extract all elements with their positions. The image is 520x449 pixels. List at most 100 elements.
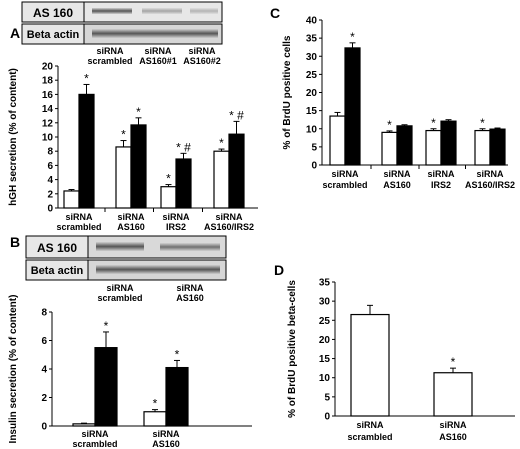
x-category-label: siRNA [383, 169, 411, 179]
y-tick-label: 6 [47, 161, 53, 172]
x-category-label: scrambled [347, 432, 392, 442]
blot-b-top-label-bg [25, 235, 89, 259]
blot-b-lane-label-1b: scrambled [97, 293, 142, 303]
x-category-label: AS160/IRS2 [204, 222, 254, 232]
y-tick-label: 25 [306, 70, 318, 81]
x-category-label: siRNA [162, 212, 190, 222]
blot-b-bottom-band [96, 265, 220, 274]
x-category-label: siRNA [439, 420, 467, 430]
y-tick-label: 30 [306, 52, 318, 63]
y-tick-label: 12 [42, 118, 54, 129]
y-axis-label: % of BrdU positive beta-cells [287, 280, 298, 418]
chart-panel-c: 0 5 10 15 20 25 30 35 40 % of BrdU positive cells… [282, 16, 515, 191]
y-tick-label: 0 [311, 161, 317, 172]
x-category-label: IRS2 [431, 180, 451, 190]
blot-a-top-label: AS 160 [33, 6, 73, 20]
chart-panel-a: 0 2 4 6 8 10 12 14 16 18 20 hGH secretion (% of con… [8, 62, 258, 232]
blot-b-lane-label-2a: siRNA [176, 283, 204, 293]
blot-a: AS 160 Beta actin siRNA scrambled siRNA … [21, 1, 223, 66]
y-tick-label: 2 [41, 393, 47, 404]
blot-a-bottom-label-bg [21, 23, 85, 45]
y-tick-label: 16 [42, 90, 54, 101]
bar [115, 146, 132, 209]
blot-a-top-band [92, 8, 132, 14]
blot-b-lane-label-1a: siRNA [106, 283, 134, 293]
y-tick-label: 15 [319, 354, 331, 365]
x-category-label: siRNA [331, 169, 359, 179]
x-category-label: AS160 [383, 180, 411, 190]
chart-panel-b: 0 2 4 6 8 Insulin secretion (% of content) siR… [8, 295, 252, 449]
x-category-label: siRNA [356, 420, 384, 430]
significance-mark: * [121, 128, 126, 142]
bar [228, 133, 245, 209]
significance-mark: * [175, 347, 180, 361]
x-category-label: siRNA [427, 169, 455, 179]
blot-a-top-band [142, 8, 182, 14]
y-tick-label: 20 [319, 335, 331, 346]
bar [396, 125, 413, 166]
y-tick-label: 25 [319, 316, 331, 327]
bar [94, 347, 118, 427]
y-tick-label: 30 [319, 297, 331, 308]
blot-a-bottom-label: Beta actin [27, 29, 80, 41]
significance-mark: * [166, 172, 171, 186]
significance-mark: * [153, 397, 158, 411]
y-tick-label: 10 [42, 133, 54, 144]
blot-b-lane-label-2b: AS160 [176, 293, 204, 303]
bar [433, 372, 473, 417]
significance-mark: * [104, 319, 109, 333]
y-axis-label: hGH secretion (% of content) [8, 68, 19, 206]
x-category-label: AS160/IRS2 [465, 180, 515, 190]
bar [130, 124, 147, 209]
x-category-label: siRNA [117, 212, 145, 222]
bar [381, 131, 398, 166]
bar [78, 93, 95, 209]
blot-a-bottom-band [92, 29, 218, 38]
blot-a-lane-label-1b: scrambled [87, 56, 132, 66]
bar [165, 366, 189, 427]
y-tick-label: 18 [42, 76, 54, 87]
significance-mark: * [387, 118, 392, 132]
y-tick-label: 40 [306, 16, 318, 27]
bar [425, 129, 442, 166]
panel-label-b: B [10, 234, 20, 250]
bar [474, 129, 491, 166]
blot-a-lane-label-2b: AS160#1 [139, 56, 177, 66]
y-tick-label: 10 [319, 373, 331, 384]
panel-label-a: A [10, 25, 20, 41]
bar [350, 313, 390, 417]
y-axis-label: Insulin secretion (% of content) [8, 295, 19, 444]
bar [489, 128, 506, 166]
significance-mark: * [480, 116, 485, 130]
y-tick-label: 8 [47, 147, 53, 158]
y-tick-label: 10 [306, 124, 318, 135]
x-category-label: AS160 [152, 439, 180, 449]
x-category-label: AS160 [117, 222, 145, 232]
y-tick-label: 35 [319, 278, 331, 289]
significance-mark: * [350, 30, 355, 44]
y-tick-label: 4 [41, 365, 47, 376]
bar [143, 411, 167, 427]
blot-a-top-band [190, 8, 218, 14]
blot-b-bottom-label: Beta actin [31, 265, 84, 277]
blot-b-top-label: AS 160 [37, 241, 77, 255]
y-tick-label: 4 [47, 175, 53, 186]
blot-b-bottom-label-bg [25, 259, 89, 281]
y-tick-label: 8 [41, 308, 47, 319]
significance-mark: * [136, 105, 141, 119]
bar [344, 47, 361, 166]
blot-b-top-band [96, 242, 144, 251]
x-category-label: siRNA [215, 212, 243, 222]
blot-a-lane-label-3a: siRNA [188, 46, 216, 56]
x-category-label: siRNA [476, 169, 504, 179]
y-tick-label: 0 [324, 412, 330, 423]
x-category-label: AS160 [439, 432, 467, 442]
significance-mark: * # [176, 140, 191, 154]
bar [329, 115, 346, 166]
blot-a-lane-label-3b: AS160#2 [183, 56, 221, 66]
y-tick-label: 20 [42, 62, 54, 73]
y-tick-label: 0 [47, 204, 53, 215]
significance-mark: * [451, 355, 456, 369]
bar [175, 158, 192, 209]
